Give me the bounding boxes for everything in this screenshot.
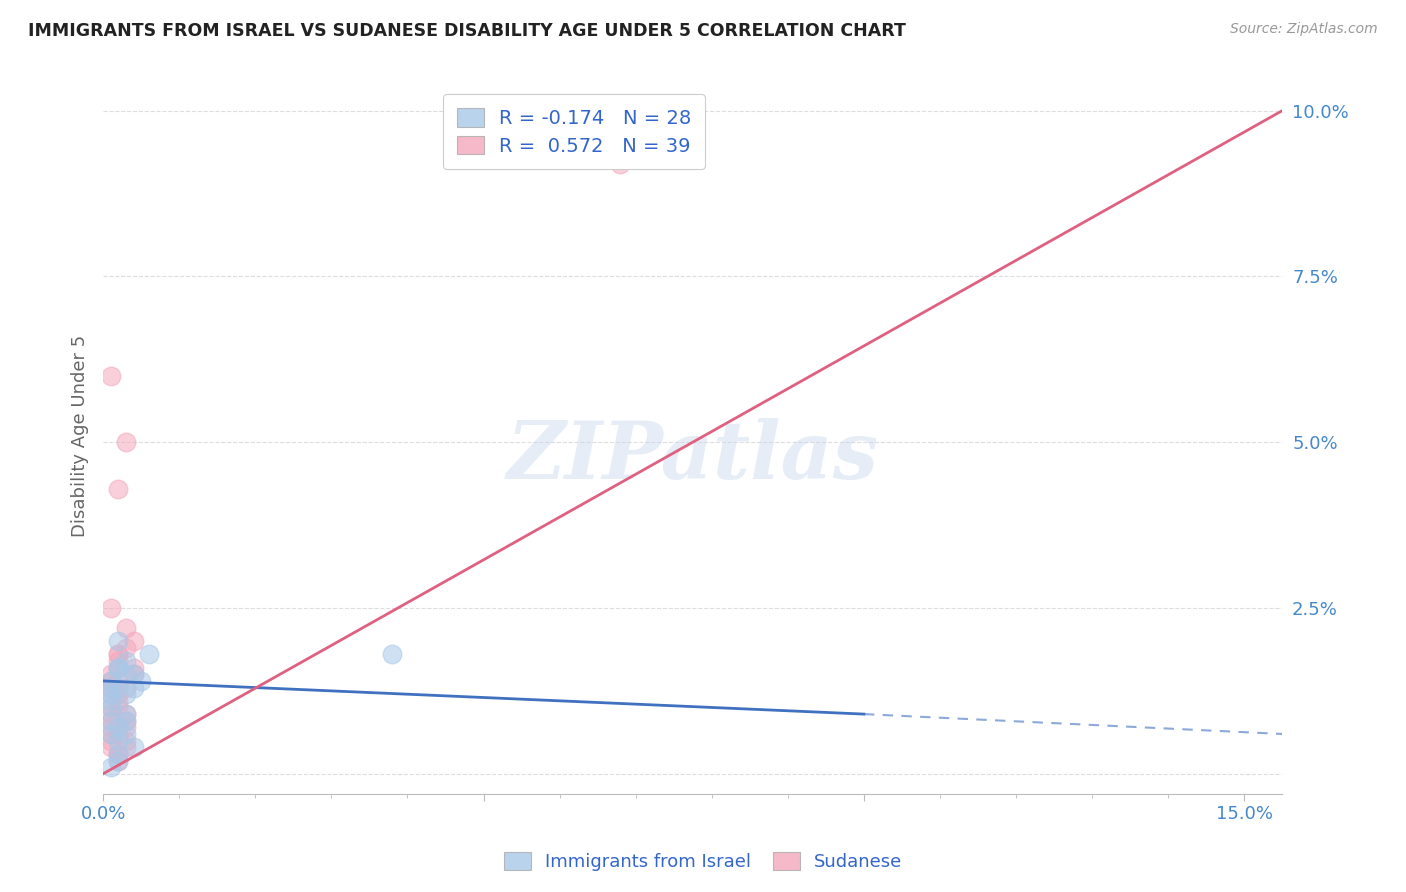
Point bbox=[100, 720, 122, 734]
Point bbox=[115, 621, 138, 635]
Point bbox=[100, 368, 122, 383]
Point bbox=[115, 733, 138, 747]
Point bbox=[100, 694, 122, 708]
Point bbox=[115, 707, 138, 722]
Point bbox=[107, 654, 129, 668]
Point bbox=[100, 673, 122, 688]
Point bbox=[107, 482, 129, 496]
Point bbox=[107, 754, 129, 768]
Point bbox=[100, 681, 122, 695]
Point bbox=[107, 687, 129, 701]
Point bbox=[107, 634, 129, 648]
Point bbox=[115, 740, 138, 755]
Point bbox=[115, 707, 138, 722]
Point bbox=[107, 673, 129, 688]
Point bbox=[107, 727, 129, 741]
Point bbox=[107, 661, 129, 675]
Point bbox=[115, 720, 138, 734]
Point bbox=[100, 714, 122, 728]
Point bbox=[122, 661, 145, 675]
Legend: R = -0.174   N = 28, R =  0.572   N = 39: R = -0.174 N = 28, R = 0.572 N = 39 bbox=[443, 95, 706, 169]
Point bbox=[100, 700, 122, 714]
Point bbox=[107, 754, 129, 768]
Point bbox=[115, 687, 138, 701]
Point bbox=[107, 700, 129, 714]
Point bbox=[122, 681, 145, 695]
Point bbox=[107, 661, 129, 675]
Point bbox=[115, 667, 138, 681]
Point bbox=[115, 714, 138, 728]
Text: ZIPatlas: ZIPatlas bbox=[506, 418, 879, 496]
Legend: Immigrants from Israel, Sudanese: Immigrants from Israel, Sudanese bbox=[496, 846, 910, 879]
Text: IMMIGRANTS FROM ISRAEL VS SUDANESE DISABILITY AGE UNDER 5 CORRELATION CHART: IMMIGRANTS FROM ISRAEL VS SUDANESE DISAB… bbox=[28, 22, 905, 40]
Point bbox=[107, 648, 129, 662]
Point bbox=[107, 747, 129, 761]
Point bbox=[107, 733, 129, 747]
Point bbox=[107, 661, 129, 675]
Point bbox=[100, 733, 122, 747]
Point bbox=[100, 707, 122, 722]
Point bbox=[100, 700, 122, 714]
Point bbox=[100, 740, 122, 755]
Point bbox=[129, 673, 152, 688]
Point bbox=[100, 673, 122, 688]
Point bbox=[138, 648, 160, 662]
Point bbox=[100, 667, 122, 681]
Point bbox=[122, 667, 145, 681]
Point bbox=[107, 681, 129, 695]
Point bbox=[609, 156, 631, 170]
Point bbox=[107, 747, 129, 761]
Point bbox=[122, 667, 145, 681]
Text: Source: ZipAtlas.com: Source: ZipAtlas.com bbox=[1230, 22, 1378, 37]
Point bbox=[107, 694, 129, 708]
Point bbox=[100, 687, 122, 701]
Point bbox=[122, 634, 145, 648]
Point bbox=[100, 760, 122, 774]
Point bbox=[100, 681, 122, 695]
Point bbox=[100, 727, 122, 741]
Point bbox=[115, 727, 138, 741]
Point bbox=[115, 435, 138, 450]
Point bbox=[100, 601, 122, 615]
Point bbox=[115, 640, 138, 655]
Point bbox=[107, 648, 129, 662]
Y-axis label: Disability Age Under 5: Disability Age Under 5 bbox=[72, 334, 89, 537]
Point bbox=[100, 687, 122, 701]
Point bbox=[115, 681, 138, 695]
Point bbox=[115, 714, 138, 728]
Point bbox=[100, 714, 122, 728]
Point bbox=[100, 727, 122, 741]
Point bbox=[115, 654, 138, 668]
Point bbox=[107, 747, 129, 761]
Point bbox=[107, 720, 129, 734]
Point bbox=[381, 648, 404, 662]
Point bbox=[122, 740, 145, 755]
